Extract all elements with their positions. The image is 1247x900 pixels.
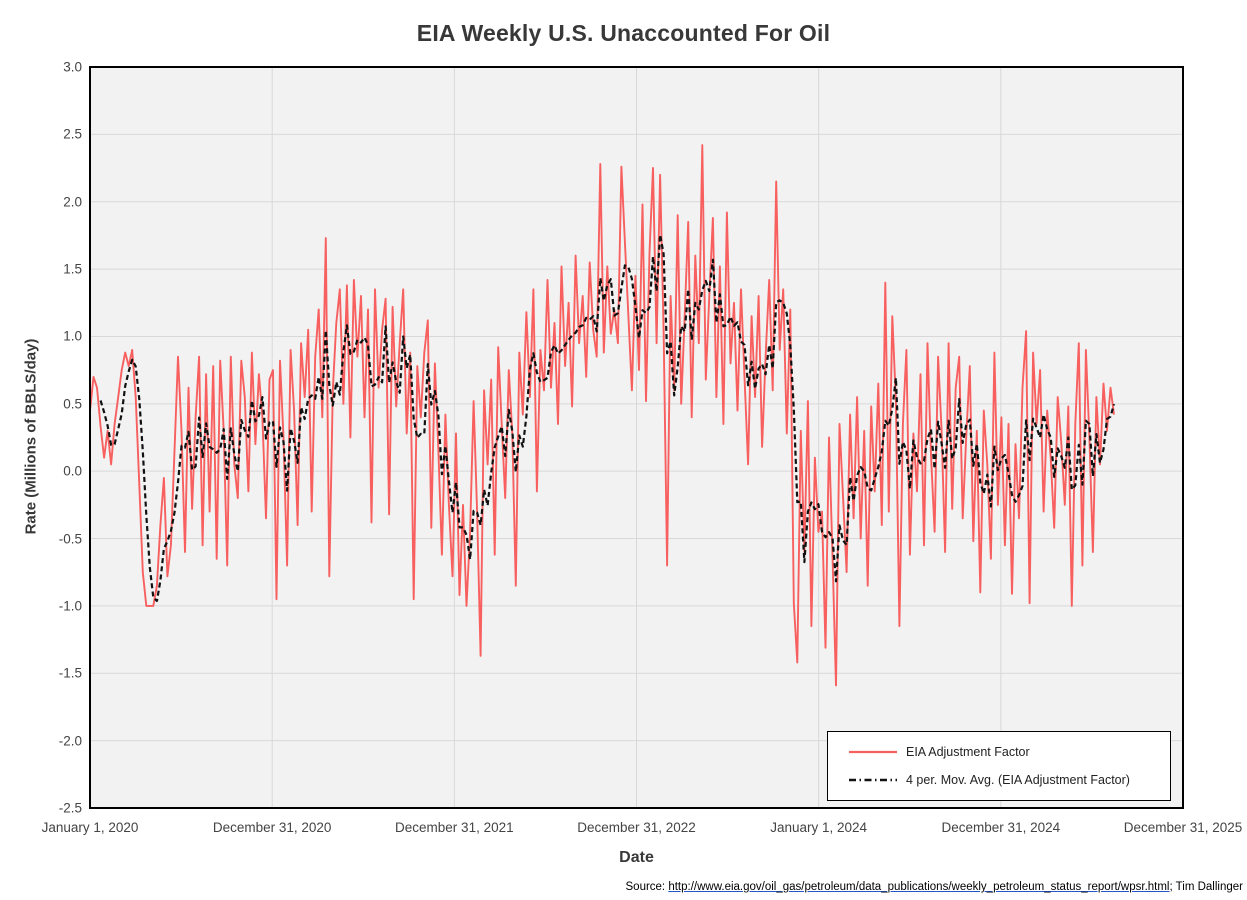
chart-title: EIA Weekly U.S. Unaccounted For Oil [416,20,831,46]
x-axis-title: Date [619,849,654,866]
legend-label: 4 per. Mov. Avg. (EIA Adjustment Factor) [906,773,1130,787]
legend: EIA Adjustment Factor 4 per. Mov. Avg. (… [827,731,1171,801]
source-note: Source: http://www.eia.gov/oil_gas/petro… [626,881,1244,893]
source-suffix: ; Tim Dallinger [1169,881,1244,893]
x-tick-label: January 1, 2020 [41,820,139,835]
y-axis-title: Rate (Millions of BBLS/day) [22,338,40,535]
legend-dashed-line-sample [849,778,897,782]
x-tick-label: December 31, 2024 [941,820,1061,835]
y-tick-label: -1.5 [58,665,82,681]
y-tick-label: 2.0 [63,194,82,210]
y-tick-label: 1.5 [63,261,82,277]
y-tick-label: 3.0 [63,59,82,75]
legend-label: EIA Adjustment Factor [906,745,1030,759]
legend-item-adjustment-factor: EIA Adjustment Factor [848,745,1170,759]
y-tick-label: -2.0 [58,733,82,749]
x-tick-label: December 31, 2020 [212,820,332,835]
x-tick-label: December 31, 2021 [395,820,514,835]
plot-border [89,66,1184,809]
source-url-link[interactable]: http://www.eia.gov/oil_gas/petroleum/dat… [668,881,1170,893]
y-tick-label: -2.5 [58,800,82,816]
y-tick-label: -0.5 [58,531,82,547]
y-tick-label: -1.0 [58,598,82,614]
eia-adjustment-factor-line [89,144,1115,687]
y-tick-label: 1.0 [63,328,82,344]
source-prefix: Source: [625,881,669,893]
x-tick-label: December 31, 2022 [577,820,696,835]
y-tick-label: 2.5 [63,126,82,142]
x-tick-label: December 31, 2025 [1123,820,1243,835]
legend-solid-line-sample [849,750,897,754]
legend-item-moving-average: 4 per. Mov. Avg. (EIA Adjustment Factor) [848,773,1170,787]
moving-average-line [99,233,1116,602]
x-tick-label: January 1, 2024 [770,820,868,835]
y-tick-label: 0.5 [63,396,82,412]
y-tick-label: 0.0 [63,463,82,479]
